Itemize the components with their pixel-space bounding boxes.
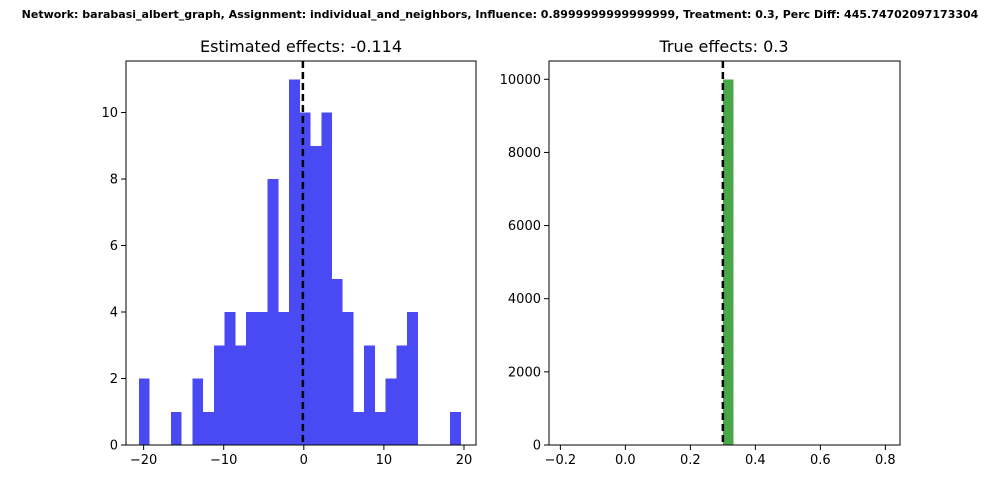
estimated-bar xyxy=(256,312,268,445)
estimated-x-tick-label: −20 xyxy=(130,453,157,468)
estimated-y-tick-label: 6 xyxy=(110,239,118,254)
estimated-bar xyxy=(203,411,214,445)
estimated-bar xyxy=(224,312,236,445)
estimated-effects-axes-frame xyxy=(125,60,477,446)
true-y-tick-label: 8000 xyxy=(508,146,541,161)
estimated-bar xyxy=(278,312,290,445)
estimated-y-tick-label: 0 xyxy=(110,439,118,454)
estimated-effects-ticks: −20 −10 0 10 20 0 2 4 6 8 10 xyxy=(101,106,472,468)
estimated-bar xyxy=(289,79,300,446)
true-effects-ticks: −0.2 0.0 0.2 0.4 0.6 0.8 0 2000 4000 6000 8000 1000… xyxy=(500,73,896,468)
estimated-y-tick-label: 2 xyxy=(110,372,118,387)
true-x-tick-label: −0.2 xyxy=(545,453,577,468)
estimated-bar xyxy=(407,312,418,445)
estimated-bar xyxy=(364,345,375,445)
estimated-bar xyxy=(138,378,150,445)
estimated-bar xyxy=(299,112,311,445)
estimated-bar xyxy=(310,145,322,445)
histogram-true-effects: True effects: 0.3 −0.2 0.0 0.2 0.4 0.6 0.8 0 20… xyxy=(500,37,901,468)
estimated-y-tick-label: 8 xyxy=(110,173,118,188)
estimated-bar xyxy=(450,411,461,445)
estimated-x-tick-label: −10 xyxy=(210,453,237,468)
histogram-estimated-effects: Estimated effects: -0.114 −20 −10 0 10 20 0 2 4… xyxy=(101,37,477,468)
estimated-effects-bars xyxy=(138,79,461,446)
estimated-y-tick-label: 10 xyxy=(101,106,118,121)
true-x-tick-label: 0.6 xyxy=(810,453,831,468)
estimated-bar xyxy=(353,411,365,445)
estimated-y-tick-label: 4 xyxy=(110,306,118,321)
true-y-tick-label: 0 xyxy=(533,439,541,454)
true-x-tick-label: 0.0 xyxy=(615,453,636,468)
true-x-tick-label: 0.4 xyxy=(745,453,766,468)
true-y-tick-label: 6000 xyxy=(508,219,541,234)
true-x-tick-label: 0.8 xyxy=(875,453,896,468)
estimated-bar xyxy=(213,345,225,445)
true-effects-axes-frame xyxy=(548,60,901,446)
estimated-bar xyxy=(342,312,354,445)
true-x-tick-label: 0.2 xyxy=(680,453,701,468)
estimated-bar xyxy=(331,278,343,445)
estimated-bar xyxy=(171,411,182,445)
panel-title-estimated-effects: Estimated effects: -0.114 xyxy=(200,37,402,56)
estimated-x-tick-label: 10 xyxy=(376,453,393,468)
estimated-bar xyxy=(374,411,386,445)
true-y-tick-label: 2000 xyxy=(508,365,541,380)
panel-title-true-effects: True effects: 0.3 xyxy=(658,37,788,56)
estimated-bar xyxy=(267,179,279,445)
estimated-bar xyxy=(246,312,257,445)
true-effects-bars xyxy=(722,79,734,446)
figure-suptitle: Network: barabasi_albert_graph, Assignme… xyxy=(22,8,979,21)
estimated-bar xyxy=(235,345,247,445)
estimated-x-tick-label: 20 xyxy=(456,453,473,468)
estimated-x-tick-label: 0 xyxy=(300,453,308,468)
estimated-bar xyxy=(396,345,408,445)
estimated-bar xyxy=(321,112,332,445)
true-bar xyxy=(722,79,734,446)
estimated-bar xyxy=(192,378,204,445)
true-y-tick-label: 10000 xyxy=(500,73,541,88)
estimated-bar xyxy=(385,378,397,445)
true-y-tick-label: 4000 xyxy=(508,292,541,307)
